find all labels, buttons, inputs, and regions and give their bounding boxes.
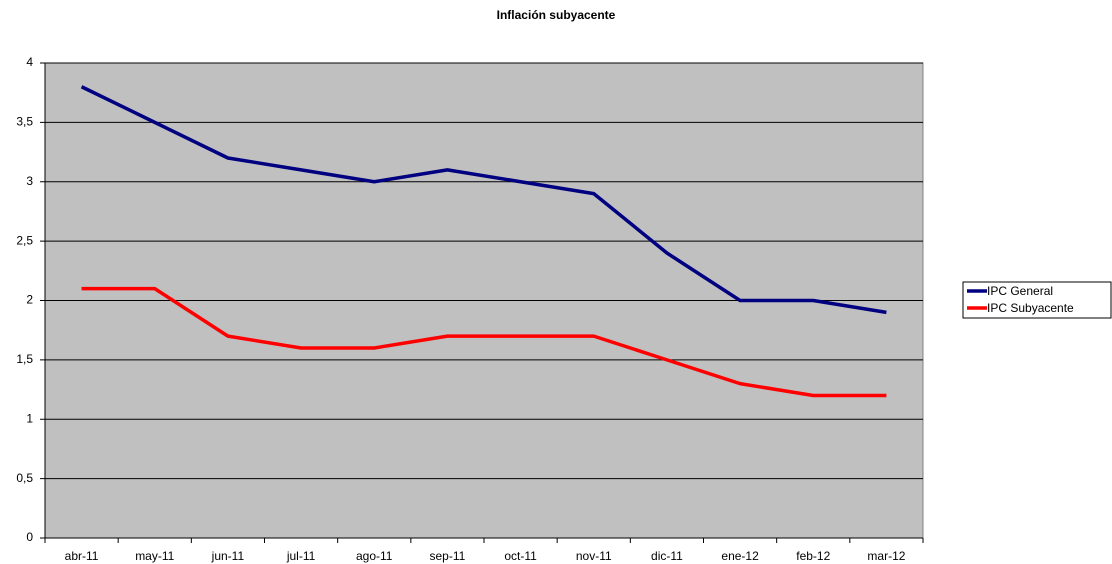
y-tick-label: 3,5 [16,115,33,129]
y-tick-label: 0 [26,530,33,544]
x-tick-label: nov-11 [576,549,612,563]
x-tick-label: jun-11 [211,549,245,563]
line-series [81,286,887,398]
legend-box [962,281,1112,319]
x-tick-label: oct-11 [504,549,537,563]
x-tick-label: sep-11 [430,549,466,563]
legend-label: IPC General [987,284,1053,298]
y-tick-label: 3 [26,174,33,188]
x-tick-label: may-11 [135,549,174,563]
y-tick-label: 1 [26,411,33,425]
y-tick-label: 1,5 [16,352,33,366]
y-tick-label: 4 [26,55,33,69]
y-tick-label: 0,5 [16,471,33,485]
x-tick-label: feb-12 [796,549,830,563]
x-tick-label: ago-11 [356,549,393,563]
y-tick-label: 2 [26,293,33,307]
x-tick-label: jul-11 [286,549,316,563]
line-series [80,85,887,315]
x-tick-label: mar-12 [867,549,905,563]
chart-title: Inflación subyacente [497,8,616,22]
x-tick-label: dic-11 [651,549,683,563]
x-tick-label: abr-11 [65,549,99,563]
x-tick-label: ene-12 [721,549,759,563]
legend-label: IPC Subyacente [987,301,1074,315]
y-tick-label: 2,5 [16,233,33,247]
